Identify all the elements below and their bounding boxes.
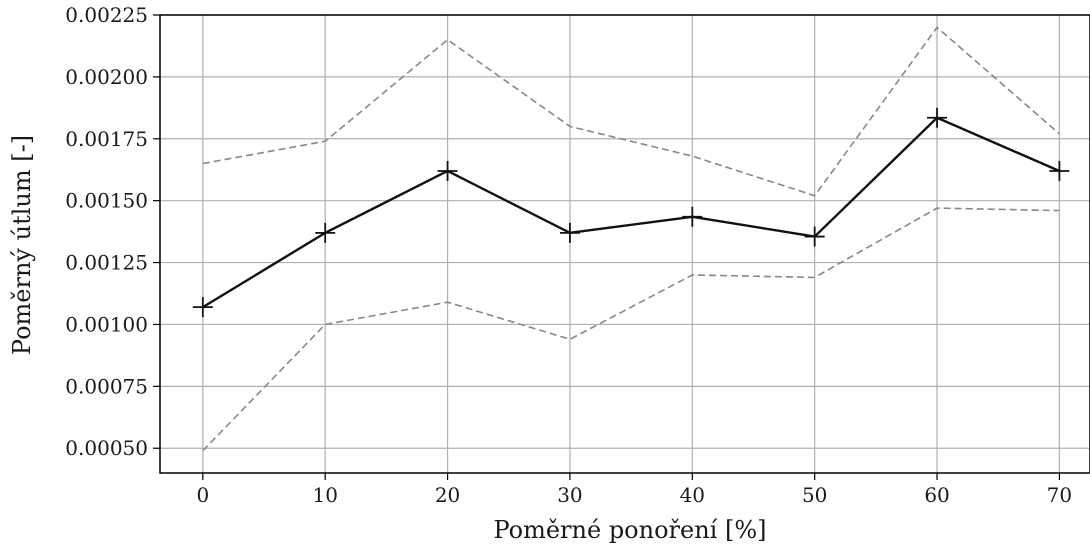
y-tick-label: 0.00050 <box>65 436 148 460</box>
ticks: 0 10 20 30 40 50 60 70 0.00050 0.00075 0.00100 0.00… <box>65 3 1072 507</box>
x-axis-title: Poměrné ponoření [%] <box>493 516 766 544</box>
y-tick-label: 0.00150 <box>65 189 148 213</box>
data-point-marker <box>682 206 703 227</box>
series-group <box>192 26 1070 452</box>
data-point-marker <box>804 226 825 247</box>
x-tick-label: 60 <box>924 483 949 507</box>
x-tick-label: 0 <box>196 483 209 507</box>
series-line-1 <box>202 26 1060 197</box>
data-point-marker <box>927 107 948 128</box>
y-axis-title: Poměrný útlum [-] <box>8 135 36 355</box>
data-point-marker <box>559 222 580 243</box>
y-tick-label: 0.00125 <box>65 251 148 275</box>
data-point-marker <box>192 297 213 318</box>
x-tick-label: 50 <box>802 483 827 507</box>
y-tick-label: 0.00200 <box>65 65 148 89</box>
series-line-0 <box>202 116 1060 309</box>
y-tick-label: 0.00100 <box>65 312 148 336</box>
data-point-marker <box>315 222 336 243</box>
data-point-marker <box>1049 160 1070 181</box>
x-tick-label: 30 <box>557 483 582 507</box>
x-tick-label: 10 <box>312 483 337 507</box>
data-point-marker <box>437 160 458 181</box>
x-tick-label: 20 <box>435 483 460 507</box>
y-tick-label: 0.00225 <box>65 3 148 27</box>
y-tick-label: 0.00175 <box>65 127 148 151</box>
x-tick-label: 70 <box>1047 483 1072 507</box>
x-tick-label: 40 <box>680 483 705 507</box>
axes-frame <box>159 14 1090 474</box>
series-line-2 <box>202 207 1060 452</box>
y-tick-label: 0.00075 <box>65 374 148 398</box>
grid <box>160 14 1090 473</box>
plot-frame <box>159 14 1090 474</box>
